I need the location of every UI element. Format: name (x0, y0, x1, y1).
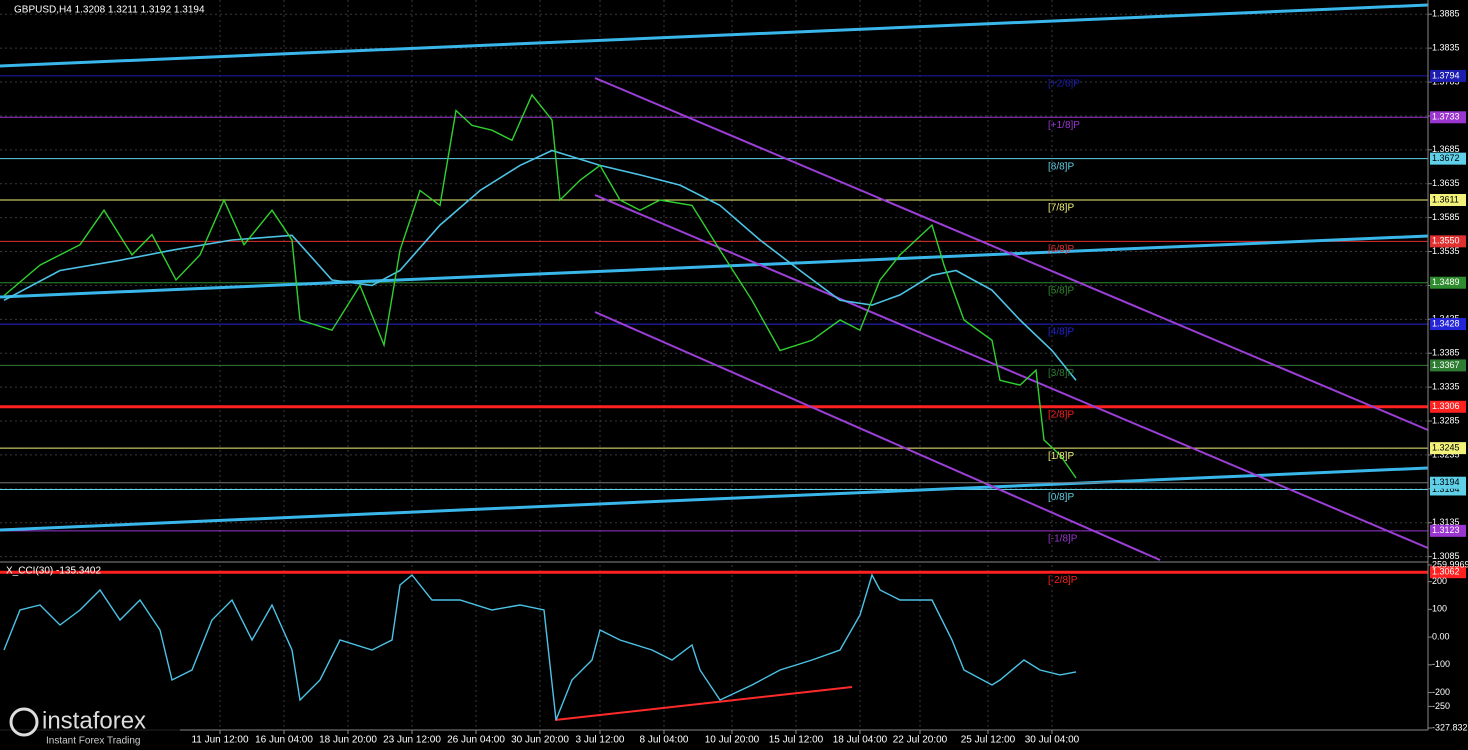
trend-line (0, 3, 1429, 68)
level-name: [1/8]P (1048, 451, 1074, 462)
x-tick-label: 22 Jul 20:00 (893, 735, 948, 746)
logo-icon (9, 707, 39, 737)
y-tick-label: 100 (1432, 604, 1447, 614)
y-tick-label: 1.3885 (1432, 9, 1460, 19)
x-tick-label: 18 Jun 20:00 (319, 735, 377, 746)
y-tick-label: 1.3585 (1432, 212, 1460, 222)
y-tick-label: 1.3285 (1432, 415, 1460, 425)
price-label: 1.3611 (1432, 194, 1459, 204)
price-label: 1.3062 (1432, 567, 1460, 577)
divergence-line (554, 686, 853, 721)
level-name: [+2/8]P (1048, 79, 1080, 90)
price-label: 1.3194 (1432, 477, 1460, 487)
logo-tagline: Instant Forex Trading (46, 736, 141, 747)
level-name: [4/8]P (1048, 327, 1074, 338)
price-label: 1.3306 (1432, 401, 1460, 411)
y-tick-label: -100 (1432, 659, 1450, 669)
y-tick-label: 1.3335 (1432, 381, 1460, 391)
price-box (1430, 111, 1466, 124)
y-tick-label: 200 (1432, 576, 1447, 586)
trend-line (0, 234, 1429, 299)
y-tick-label: -200 (1432, 687, 1450, 697)
price-box (1430, 359, 1466, 372)
price-label: 1.3550 (1432, 236, 1460, 246)
price-box (1430, 318, 1466, 331)
price-box (1430, 69, 1466, 82)
chart-title: GBPUSD,H4 1.3208 1.3211 1.3192 1.3194 (14, 5, 205, 16)
level-name: [0/8]P (1048, 492, 1074, 503)
logo-name: instaforex (42, 707, 146, 734)
x-tick-label: 30 Jun 20:00 (511, 735, 569, 746)
x-tick-label: 26 Jun 04:00 (447, 735, 505, 746)
price-line (3, 93, 1077, 479)
price-label: 1.3123 (1432, 525, 1460, 535)
y-tick-label: 1.3085 (1432, 551, 1460, 561)
y-tick-label: 1.3635 (1432, 178, 1460, 188)
price-label: 1.3794 (1432, 70, 1460, 80)
price-label: 1.3184 (1432, 484, 1460, 494)
y-tick-label: 1.3685 (1432, 144, 1460, 154)
y-tick-label: 1.3385 (1432, 348, 1460, 358)
x-tick-label: 15 Jul 12:00 (769, 735, 824, 746)
x-tick-label: 8 Jul 04:00 (640, 735, 689, 746)
price-line (3, 573, 1077, 721)
level-name: [8/8]P (1048, 161, 1074, 172)
channel-line (594, 77, 1429, 431)
price-box (1430, 476, 1466, 489)
x-tick-label: 30 Jul 04:00 (1025, 735, 1080, 746)
price-box (1430, 400, 1466, 413)
price-label: 1.3672 (1432, 153, 1460, 163)
price-label: 1.3733 (1432, 112, 1460, 122)
channel-line (594, 311, 1161, 561)
trend-line (0, 466, 1429, 532)
x-tick-label: 11 Jun 12:00 (191, 735, 249, 746)
x-tick-label: 18 Jul 04:00 (833, 735, 888, 746)
y-tick-label: -250 (1432, 701, 1450, 711)
y-tick-label: 1.3135 (1432, 517, 1460, 527)
price-box (1430, 524, 1466, 537)
y-tick-label: -327.832 (1432, 722, 1468, 732)
price-label: 1.3367 (1432, 360, 1460, 370)
price-box (1430, 442, 1466, 455)
price-label: 1.3489 (1432, 277, 1460, 287)
x-tick-label: 16 Jun 04:00 (255, 735, 313, 746)
x-tick-label: 25 Jul 12:00 (961, 735, 1016, 746)
channel-line (594, 194, 1429, 549)
x-tick-label: 3 Jul 12:00 (576, 735, 625, 746)
level-name: [-1/8]P (1048, 533, 1078, 544)
level-name: [+1/8]P (1048, 120, 1080, 131)
price-label: 1.3245 (1432, 443, 1460, 453)
moving-average (3, 149, 1077, 381)
level-name: [3/8]P (1048, 368, 1074, 379)
price-box (1430, 276, 1466, 289)
drawings (0, 0, 1429, 731)
price-box (1430, 152, 1466, 165)
level-name: [-2/8]P (1048, 575, 1078, 586)
level-name: [7/8]P (1048, 203, 1074, 214)
x-tick-label: 10 Jul 20:00 (705, 735, 760, 746)
level-name: [2/8]P (1048, 409, 1074, 420)
price-box (1430, 194, 1466, 206)
x-tick-label: 23 Jun 12:00 (383, 735, 441, 746)
y-tick-label: 1.3835 (1432, 43, 1460, 53)
price-box (1430, 566, 1466, 579)
level-name: [6/8]P (1048, 244, 1074, 255)
y-tick-label: 259.9969 (1432, 559, 1468, 569)
y-tick-label: 1.3235 (1432, 449, 1460, 459)
y-tick-label: 1.3535 (1432, 246, 1460, 256)
indicator-title: X_CCI(30) -135.3402 (6, 566, 101, 577)
y-tick-label: 0.00 (1432, 631, 1450, 641)
price-box (1430, 235, 1466, 248)
level-name: [5/8]P (1048, 285, 1074, 296)
price-label: 1.3428 (1432, 318, 1460, 328)
